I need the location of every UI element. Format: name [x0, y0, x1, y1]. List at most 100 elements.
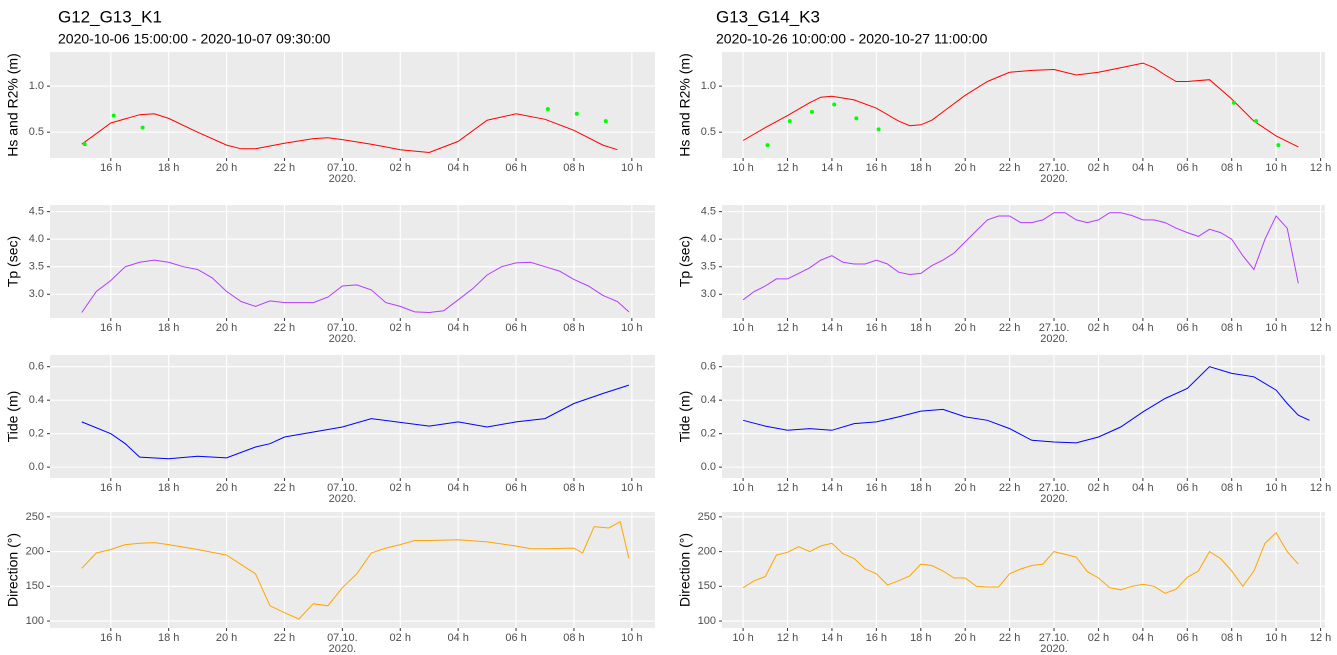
y-tick-label: 0.0	[29, 461, 44, 473]
x-tick-label: 06 h	[1177, 162, 1198, 174]
x-tick-label: 14 h	[821, 482, 842, 494]
data-point	[111, 113, 116, 118]
x-tick-label: 16 h	[866, 322, 887, 334]
x-tick-label: 22 h	[274, 632, 295, 644]
y-axis-label: Tide (m)	[677, 391, 693, 443]
x-tick-label: 18 h	[910, 482, 931, 494]
x-tick-label: 22 h	[999, 482, 1020, 494]
x-tick-label: 06 h	[1177, 322, 1198, 334]
x-tick-label: 08 h	[563, 482, 584, 494]
x-tick-label: 02 h	[1088, 322, 1109, 334]
x-tick-label: 18 h	[158, 162, 179, 174]
x-tick-label: 22 h	[274, 482, 295, 494]
x-tick-label: 07.10.	[327, 632, 358, 644]
x-tick-label: 20 h	[954, 482, 975, 494]
x-tick-sublabel: 2020.	[1040, 173, 1068, 185]
y-tick-label: 3.0	[29, 288, 44, 300]
y-tick-label: 1.0	[29, 80, 44, 92]
data-line	[81, 384, 630, 460]
x-tick-sublabel: 2020.	[329, 493, 357, 505]
x-tick-label: 10 h	[1265, 162, 1286, 174]
x-tick-label: 14 h	[821, 162, 842, 174]
y-tick-label: 0.4	[701, 394, 716, 406]
y-tick-label: 250	[26, 511, 44, 523]
data-point	[832, 102, 837, 107]
x-tick-label: 18 h	[910, 162, 931, 174]
x-tick-label: 02 h	[390, 162, 411, 174]
x-tick-label: 07.10.	[327, 322, 358, 334]
y-tick-label: 0.2	[701, 428, 716, 440]
data-point	[765, 143, 770, 148]
data-line	[81, 259, 630, 314]
plot-background	[50, 355, 655, 478]
x-tick-label: 06 h	[1177, 482, 1198, 494]
y-tick-label: 4.0	[701, 233, 716, 245]
x-tick-label: 08 h	[563, 162, 584, 174]
data-point	[82, 142, 87, 147]
x-tick-label: 16 h	[100, 162, 121, 174]
data-point	[1254, 119, 1259, 124]
y-axis-label: Tp (sec)	[677, 236, 693, 287]
data-point	[1231, 100, 1236, 105]
x-tick-sublabel: 2020.	[329, 173, 357, 185]
x-tick-label: 06 h	[505, 632, 526, 644]
data-point	[854, 116, 859, 121]
data-point	[1276, 143, 1281, 148]
y-tick-label: 4.5	[29, 206, 44, 218]
y-tick-label: 3.5	[29, 261, 44, 273]
y-tick-label: 100	[26, 615, 44, 627]
plot-background	[722, 355, 1325, 478]
x-tick-label: 08 h	[1221, 162, 1242, 174]
x-tick-label: 18 h	[910, 632, 931, 644]
x-tick-label: 20 h	[954, 162, 975, 174]
y-tick-label: 3.5	[701, 261, 716, 273]
chart-title: G13_G14_K3	[716, 7, 820, 26]
y-axis-label: Direction (°)	[677, 533, 693, 607]
x-tick-label: 27.10.	[1039, 322, 1070, 334]
x-tick-label: 02 h	[390, 632, 411, 644]
data-line	[81, 113, 618, 154]
x-tick-label: 20 h	[954, 632, 975, 644]
y-tick-label: 0.6	[701, 361, 716, 373]
data-point	[574, 111, 579, 116]
x-tick-label: 10 h	[621, 322, 642, 334]
y-tick-label: 4.0	[29, 233, 44, 245]
x-tick-label: 10 h	[732, 632, 753, 644]
x-tick-label: 12 h	[1310, 162, 1331, 174]
x-tick-label: 10 h	[1265, 482, 1286, 494]
x-tick-label: 12 h	[1310, 322, 1331, 334]
x-tick-label: 02 h	[390, 322, 411, 334]
x-tick-label: 18 h	[910, 322, 931, 334]
x-tick-label: 18 h	[158, 632, 179, 644]
x-tick-label: 16 h	[100, 482, 121, 494]
x-tick-label: 02 h	[1088, 162, 1109, 174]
y-tick-label: 150	[26, 580, 44, 592]
x-tick-label: 06 h	[505, 162, 526, 174]
data-line	[742, 212, 1299, 301]
y-axis-label: Tp (sec)	[5, 236, 21, 287]
x-tick-label: 16 h	[100, 632, 121, 644]
x-tick-label: 16 h	[100, 322, 121, 334]
x-tick-label: 10 h	[732, 482, 753, 494]
x-tick-label: 27.10.	[1039, 482, 1070, 494]
x-tick-label: 06 h	[505, 322, 526, 334]
x-tick-label: 12 h	[777, 632, 798, 644]
x-tick-sublabel: 2020.	[329, 333, 357, 345]
plot-background	[722, 52, 1325, 158]
x-tick-label: 04 h	[1132, 322, 1153, 334]
y-tick-label: 200	[698, 545, 716, 557]
x-tick-label: 10 h	[621, 632, 642, 644]
y-tick-label: 4.5	[701, 206, 716, 218]
x-tick-label: 20 h	[216, 482, 237, 494]
x-tick-label: 04 h	[447, 482, 468, 494]
x-tick-label: 07.10.	[327, 162, 358, 174]
y-tick-label: 0.5	[701, 126, 716, 138]
data-line	[742, 62, 1299, 148]
x-tick-label: 02 h	[1088, 632, 1109, 644]
y-tick-label: 0.4	[29, 394, 44, 406]
data-point	[140, 125, 145, 130]
x-tick-sublabel: 2020.	[329, 643, 357, 655]
data-point	[603, 119, 608, 124]
y-tick-label: 1.0	[701, 80, 716, 92]
x-tick-label: 20 h	[216, 162, 237, 174]
